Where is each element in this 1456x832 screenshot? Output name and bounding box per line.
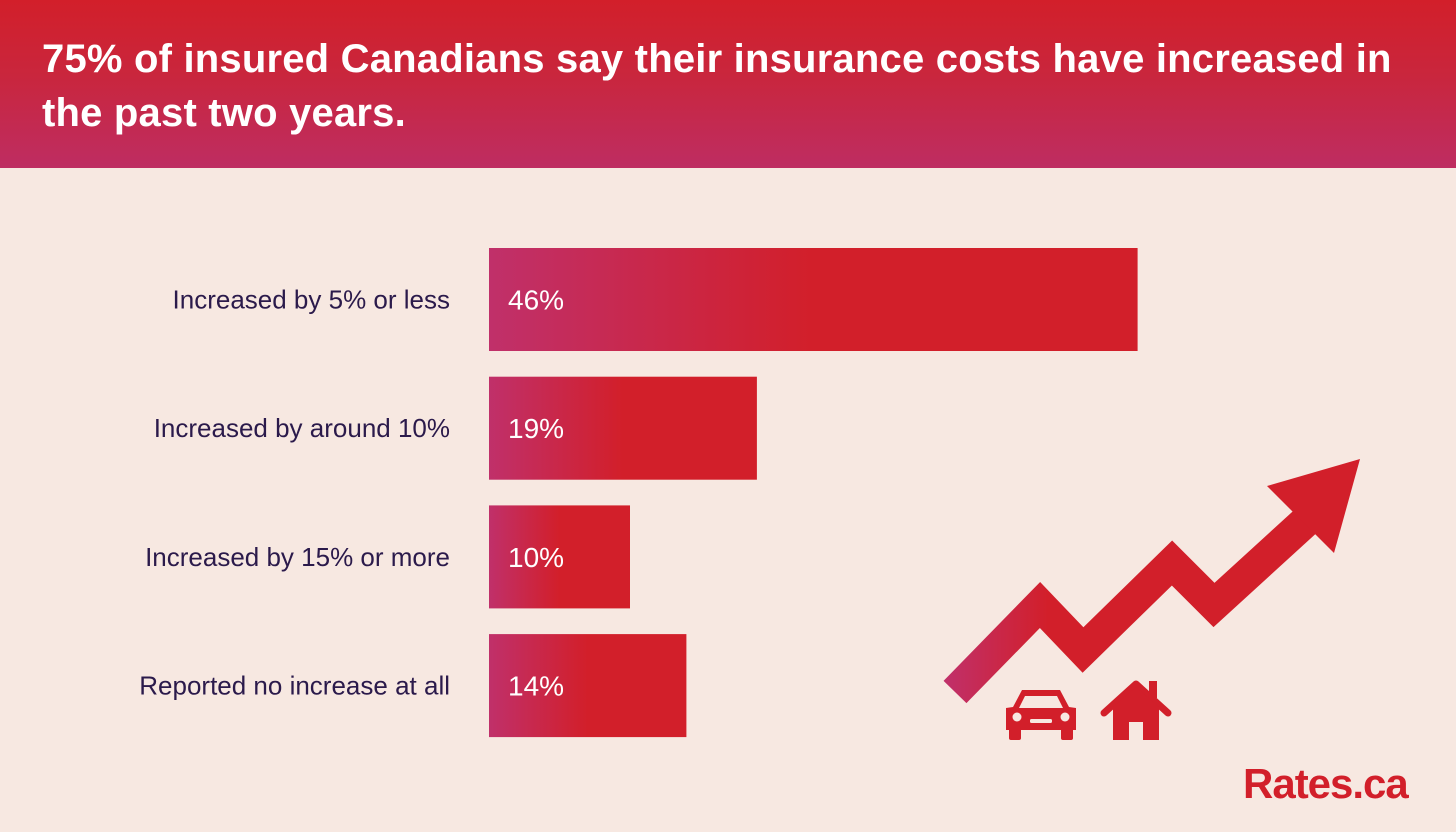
bar-4: [489, 634, 687, 738]
value-label: 10%: [508, 542, 564, 573]
value-label: 19%: [508, 413, 564, 444]
house-icon: [1100, 680, 1172, 740]
category-label: Increased by 5% or less: [173, 285, 450, 315]
bars-group: Increased by 5% or less 46% Increased by a…: [139, 248, 1138, 738]
page-title: 75% of insured Canadians say their insur…: [42, 37, 1392, 135]
category-label: Reported no increase at all: [139, 671, 450, 701]
bar-1: [489, 248, 1138, 351]
category-label: Increased by 15% or more: [145, 542, 450, 572]
rates-ca-logo[interactable]: Rates.ca: [1243, 760, 1409, 807]
value-label: 46%: [508, 285, 564, 316]
bar-3: [489, 505, 630, 609]
car-icon: [1006, 690, 1076, 740]
header-banner: 75% of insured Canadians say their insur…: [0, 0, 1456, 168]
trending-up-arrow-icon: [943, 459, 1360, 704]
bar-2: [489, 376, 757, 480]
value-label: 14%: [508, 671, 564, 702]
category-label: Increased by around 10%: [154, 413, 450, 443]
